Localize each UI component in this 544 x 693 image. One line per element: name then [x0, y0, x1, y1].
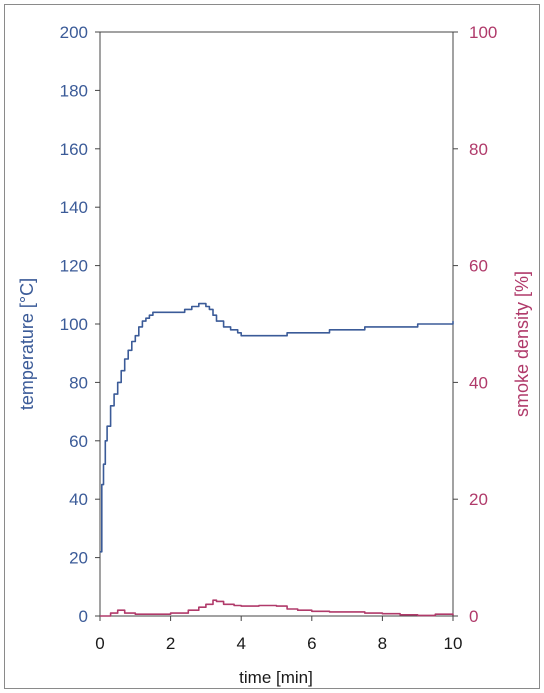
x-tick-label: 6: [307, 634, 316, 653]
right-y-tick-label: 0: [469, 607, 478, 626]
left-y-tick-label: 120: [60, 257, 88, 276]
labels-layer: time [min] temperature [°C] smoke densit…: [17, 271, 532, 687]
right-y-tick-label: 100: [469, 23, 497, 42]
temperature-line: [100, 302, 454, 553]
right-y-tick-label: 60: [469, 257, 488, 276]
x-tick-label: 10: [444, 634, 463, 653]
left-y-tick-label: 0: [79, 607, 88, 626]
x-tick-label: 2: [166, 634, 175, 653]
x-tick-label: 8: [378, 634, 387, 653]
left-y-tick-label: 20: [69, 549, 88, 568]
left-y-tick-label: 200: [60, 23, 88, 42]
smoke-density-line: [100, 599, 454, 617]
right-y-tick-label: 40: [469, 373, 488, 392]
axes-layer: 0 20 40 60 80 100 120 140 160 180 200 0 20 40 60 80 100 0…: [60, 23, 498, 653]
x-tick-label: 4: [236, 634, 245, 653]
left-y-tick-label: 60: [69, 432, 88, 451]
left-y-tick-label: 180: [60, 81, 88, 100]
left-y-tick-label: 40: [69, 490, 88, 509]
right-y-axis-label: smoke density [%]: [512, 271, 532, 417]
right-y-tick-label: 20: [469, 490, 488, 509]
figure-frame: [4, 4, 540, 689]
left-y-tick-label: 160: [60, 140, 88, 159]
series-layer: [100, 302, 454, 617]
right-y-tick-label: 80: [469, 140, 488, 159]
left-y-axis-label: temperature [°C]: [17, 278, 37, 410]
x-axis-label: time [min]: [239, 668, 313, 687]
plot-area-border: [99, 31, 454, 617]
left-y-tick-label: 100: [60, 315, 88, 334]
x-tick-label: 0: [95, 634, 104, 653]
left-y-tick-label: 140: [60, 198, 88, 217]
left-y-tick-label: 80: [69, 373, 88, 392]
